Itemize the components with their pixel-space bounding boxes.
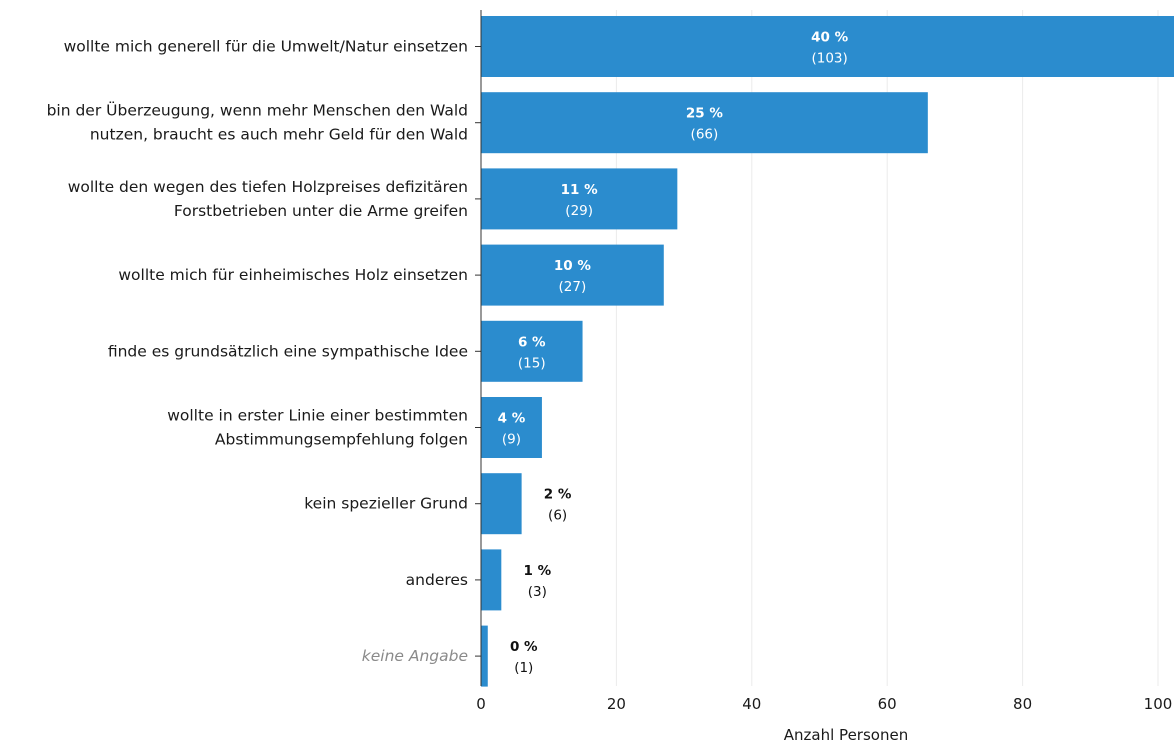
x-axis-title: Anzahl Personen <box>784 726 908 744</box>
bars <box>481 16 1174 687</box>
category-label: finde es grundsätzlich eine sympathische… <box>108 342 468 360</box>
count-label: (103) <box>811 51 847 67</box>
count-label: (9) <box>502 432 521 448</box>
count-label: (6) <box>548 508 567 524</box>
percent-label: 2 % <box>544 487 572 503</box>
category-label: anderes <box>406 571 468 589</box>
category-label: Abstimmungsempfehlung folgen <box>215 431 468 449</box>
bar <box>481 473 522 535</box>
bar <box>481 16 1174 77</box>
axes <box>475 10 482 686</box>
percent-label: 6 % <box>518 334 546 350</box>
category-label: wollte in erster Linie einer bestimmten <box>167 407 468 425</box>
count-label: (1) <box>514 660 533 676</box>
count-label: (27) <box>559 279 587 295</box>
x-tick-label: 60 <box>878 695 897 713</box>
x-tick-label: 20 <box>607 695 626 713</box>
category-label: bin der Überzeugung, wenn mehr Menschen … <box>47 101 468 120</box>
bar <box>481 92 928 154</box>
category-label: kein spezieller Grund <box>304 495 468 513</box>
percent-label: 40 % <box>811 30 848 46</box>
category-label: keine Angabe <box>362 647 468 665</box>
bar <box>481 549 502 611</box>
labels: 0 20 40 60 80 100 wollte mich generell für die… <box>47 30 1173 714</box>
percent-label: 1 % <box>523 563 551 579</box>
bar <box>481 625 488 687</box>
bar <box>481 320 583 382</box>
count-label: (29) <box>565 203 593 219</box>
count-label: (66) <box>691 127 719 143</box>
x-tick-label: 100 <box>1144 695 1173 713</box>
category-label: wollte mich für einheimisches Holz einse… <box>118 266 468 284</box>
x-tick-label: 80 <box>1013 695 1032 713</box>
x-tick-label: 0 <box>476 695 486 713</box>
percent-label: 0 % <box>510 639 538 655</box>
category-label: Forstbetrieben unter die Arme greifen <box>174 202 468 220</box>
x-tick-label: 40 <box>742 695 761 713</box>
count-label: (15) <box>518 355 546 371</box>
bar <box>481 397 542 458</box>
count-label: (3) <box>528 584 547 600</box>
percent-label: 11 % <box>561 182 598 198</box>
percent-label: 10 % <box>554 258 591 274</box>
category-label: nutzen, braucht es auch mehr Geld für de… <box>90 126 468 144</box>
bar <box>481 244 664 306</box>
percent-label: 4 % <box>498 411 526 427</box>
category-label: wollte mich generell für die Umwelt/Natu… <box>64 38 468 56</box>
percent-label: 25 % <box>686 106 723 122</box>
category-label: wollte den wegen des tiefen Holzpreises … <box>68 178 468 196</box>
bar <box>481 168 678 230</box>
